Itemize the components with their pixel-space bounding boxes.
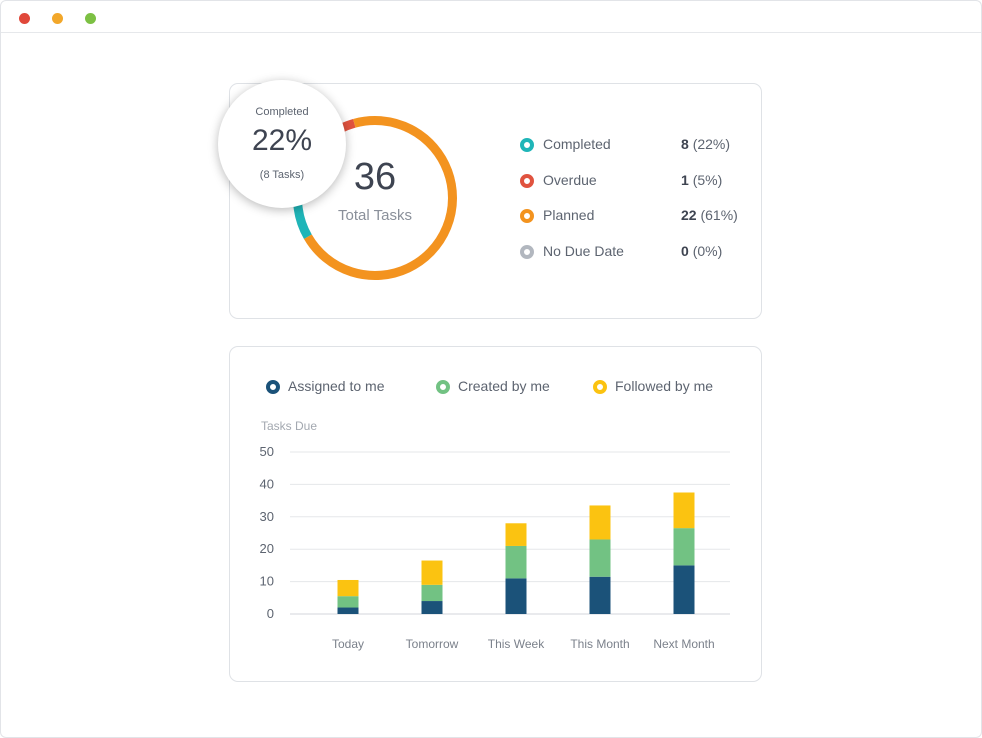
legend-label: Completed (543, 136, 611, 152)
legend-value: 1 (5%) (681, 172, 723, 188)
bar-followed-by-me-tomorrow[interactable] (421, 560, 443, 585)
title-bar (1, 1, 981, 33)
legend-value: 0 (0%) (681, 243, 723, 259)
chart-legend-label: Created by me (458, 378, 550, 394)
chart-legend-label: Followed by me (615, 378, 714, 394)
followed-dot-icon (593, 380, 607, 394)
legend-label: Overdue (543, 172, 597, 188)
created-dot-icon (436, 380, 450, 394)
y-tick-label: 0 (267, 606, 274, 621)
bar-assigned-to-me-next-month[interactable] (673, 565, 695, 614)
donut-segment-planned[interactable] (303, 116, 457, 280)
bar-followed-by-me-today[interactable] (337, 579, 359, 597)
y-tick-label: 40 (260, 476, 274, 491)
legend-item-no-due-date[interactable]: No Due Date 0 (0%) (520, 242, 750, 262)
x-tick-label: This Week (488, 637, 545, 651)
bar-followed-by-me-this-week[interactable] (505, 523, 527, 546)
maximize-window-button[interactable] (85, 13, 96, 24)
y-tick-label: 10 (260, 574, 274, 589)
overdue-dot-icon (520, 174, 534, 188)
bar-created-by-me-this-month[interactable] (589, 539, 611, 577)
legend-item-completed[interactable]: Completed 8 (22%) (520, 135, 750, 155)
minimize-window-button[interactable] (52, 13, 63, 24)
bar-assigned-to-me-today[interactable] (337, 607, 359, 614)
tooltip-title: Completed (255, 106, 309, 118)
bar-assigned-to-me-this-week[interactable] (505, 578, 527, 614)
x-tick-label: Next Month (653, 637, 714, 651)
y-axis-title: Tasks Due (261, 419, 318, 433)
x-tick-label: Tomorrow (406, 637, 459, 651)
legend-value: 8 (22%) (681, 136, 731, 152)
no-due-date-dot-icon (520, 245, 534, 259)
bar-created-by-me-this-week[interactable] (505, 545, 527, 579)
bar-followed-by-me-next-month[interactable] (673, 492, 695, 529)
close-window-button[interactable] (19, 13, 30, 24)
bar-assigned-to-me-this-month[interactable] (589, 576, 611, 614)
legend-item-planned[interactable]: Planned 22 (61%) (520, 206, 750, 226)
completed-dot-icon (520, 138, 534, 152)
tooltip-subtitle: (8 Tasks) (259, 169, 305, 181)
assigned-dot-icon (266, 380, 280, 394)
y-tick-label: 20 (260, 541, 274, 556)
tasks-due-chart-card (229, 346, 762, 682)
bar-created-by-me-today[interactable] (337, 596, 359, 608)
y-tick-label: 30 (260, 509, 274, 524)
completed-tooltip: Completed 22% (8 Tasks) (218, 80, 346, 208)
total-tasks-label: Total Tasks (338, 207, 412, 224)
bar-followed-by-me-this-month[interactable] (589, 505, 611, 540)
x-tick-label: Today (332, 637, 364, 651)
legend-item-overdue[interactable]: Overdue 1 (5%) (520, 171, 750, 191)
chart-legend-label: Assigned to me (288, 378, 385, 394)
legend-label: Planned (543, 207, 595, 223)
bar-assigned-to-me-tomorrow[interactable] (421, 601, 443, 614)
x-tick-label: This Month (570, 637, 629, 651)
tasks-due-bar-chart: 0 10 20 30 40 50 Today Tomorrow This Week This Mo… (260, 444, 730, 651)
y-tick-label: 50 (260, 444, 274, 459)
total-tasks-count: 36 (353, 156, 397, 198)
tooltip-percent: 22% (251, 124, 313, 157)
bar-created-by-me-tomorrow[interactable] (421, 584, 443, 602)
bar-created-by-me-next-month[interactable] (673, 528, 695, 566)
legend-value: 22 (61%) (681, 207, 738, 223)
planned-dot-icon (520, 209, 534, 223)
legend-label: No Due Date (543, 243, 624, 259)
